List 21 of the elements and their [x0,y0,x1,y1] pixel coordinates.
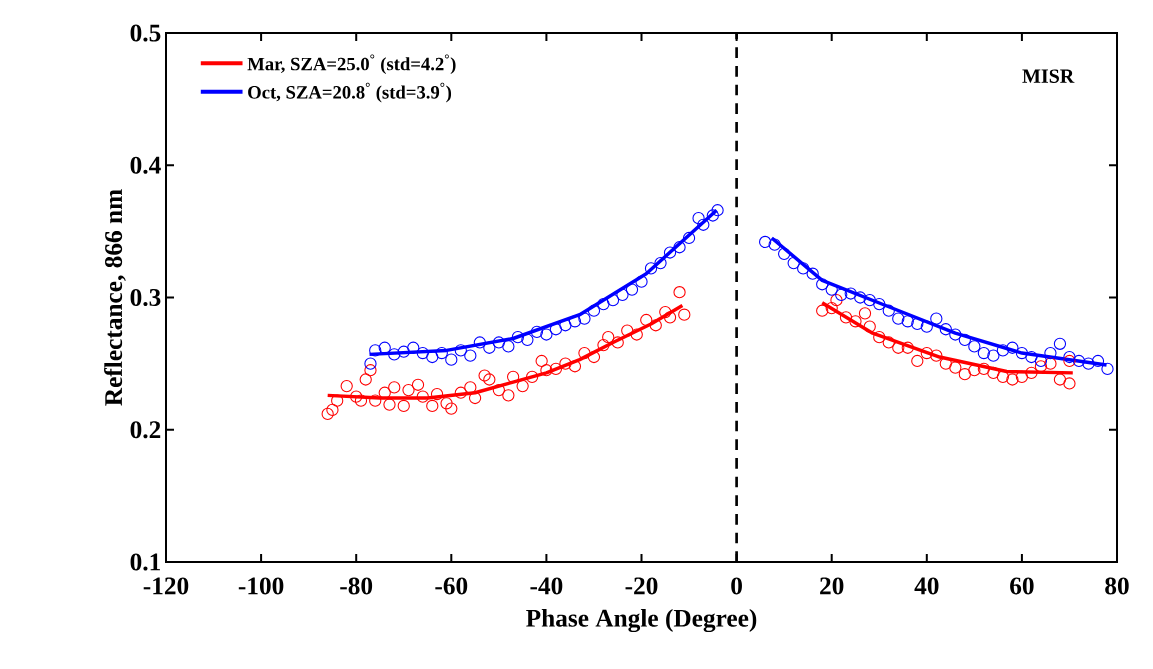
y-tick-label: 0.4 [130,156,161,174]
y-axis-title: Reflectance, 866 nm [104,189,126,406]
legend-label: Oct, SZA=20.8$^{°}$ (std=3.9$^{°}$) [248,82,452,103]
x-tick-label: -60 [435,577,468,595]
x-axis-title: Phase Angle (Degree) [526,608,757,633]
x-tick-label: 20 [820,577,844,595]
x-tick-label: 60 [1010,577,1034,595]
legend-label: Mar, SZA=25.0$^{°}$ (std=4.2$^{°}$) [247,54,456,75]
x-tick-label: -20 [625,577,658,595]
x-tick-label: -100 [238,577,284,595]
x-tick-label: -40 [530,577,563,595]
y-tick-label: 0.1 [130,553,160,571]
annotation: MISR [1022,69,1075,83]
y-tick-label: 0.3 [130,288,161,307]
x-tick-label: 40 [914,577,939,595]
x-tick-label: 0 [731,577,742,595]
x-tick-label: -80 [340,577,373,595]
y-tick-label: 0.5 [130,24,161,42]
y-tick-label: 0.2 [130,421,161,439]
x-tick-label: -120 [143,577,189,595]
x-tick-label: 80 [1105,577,1129,595]
